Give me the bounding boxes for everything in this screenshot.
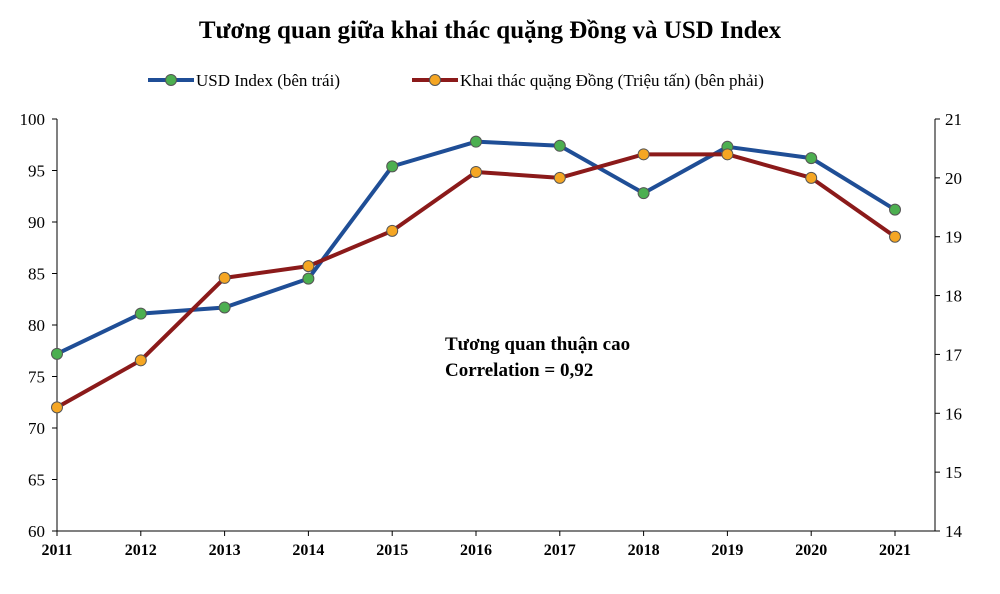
x-tick-label: 2020 — [795, 542, 827, 559]
left-tick-label: 65 — [28, 471, 45, 490]
x-tick-label: 2018 — [628, 542, 660, 559]
left-tick-label: 60 — [28, 522, 45, 541]
right-tick-label: 14 — [945, 522, 963, 541]
legend: USD Index (bên trái) Khai thác quặng Đồng… — [148, 71, 764, 90]
legend-swatch-marker — [429, 74, 441, 86]
data-point-0 — [302, 272, 315, 285]
x-tick-label: 2013 — [209, 542, 241, 559]
right-tick-label: 15 — [945, 463, 962, 482]
left-tick-label: 70 — [28, 419, 45, 438]
data-point-0 — [51, 347, 63, 360]
data-point-1 — [637, 148, 650, 161]
right-tick-label: 18 — [945, 287, 962, 306]
series-lines — [51, 135, 901, 414]
right-tick-label: 16 — [945, 404, 962, 423]
right-tick-label: 21 — [945, 110, 962, 129]
data-point-1 — [470, 165, 482, 178]
data-point-0 — [553, 139, 566, 152]
x-tick-label: 2016 — [460, 542, 492, 559]
x-tick-label: 2019 — [711, 542, 743, 559]
data-point-0 — [218, 301, 231, 314]
data-point-0 — [889, 203, 901, 216]
data-point-0 — [134, 307, 147, 320]
data-point-1 — [218, 271, 231, 284]
data-point-1 — [889, 230, 901, 243]
x-tick-label: 2011 — [41, 542, 72, 559]
annotation-line-1: Tương quan thuận cao — [445, 334, 630, 355]
right-tick-label: 20 — [945, 169, 962, 188]
data-point-0 — [470, 135, 482, 148]
left-tick-label: 75 — [28, 368, 45, 387]
data-point-1 — [386, 224, 399, 237]
data-point-0 — [637, 187, 650, 200]
x-tick-label: 2015 — [376, 542, 408, 559]
left-tick-label: 100 — [20, 110, 46, 129]
data-point-0 — [805, 152, 818, 165]
left-tick-label: 85 — [28, 265, 45, 284]
x-tick-label: 2021 — [879, 542, 911, 559]
data-point-1 — [134, 354, 147, 367]
right-tick-label: 19 — [945, 228, 962, 247]
legend-label: USD Index (bên trái) — [196, 71, 340, 90]
left-tick-label: 80 — [28, 316, 45, 335]
x-tick-label: 2012 — [125, 542, 157, 559]
left-tick-label: 90 — [28, 213, 45, 232]
x-tick-label: 2017 — [544, 542, 576, 559]
data-point-1 — [805, 171, 818, 184]
chart-title: Tương quan giữa khai thác quặng Đồng và … — [199, 17, 782, 44]
left-tick-label: 95 — [28, 162, 45, 181]
data-point-0 — [386, 160, 399, 173]
data-point-1 — [721, 148, 734, 161]
annotation-line-2: Correlation = 0,92 — [445, 360, 593, 381]
right-tick-label: 17 — [945, 345, 963, 364]
data-point-1 — [51, 401, 63, 414]
data-point-1 — [302, 260, 315, 273]
legend-swatch-marker — [165, 74, 177, 86]
legend-label: Khai thác quặng Đồng (Triệu tấn) (bên ph… — [460, 71, 764, 90]
data-point-1 — [553, 171, 566, 184]
x-tick-label: 2014 — [292, 542, 324, 559]
